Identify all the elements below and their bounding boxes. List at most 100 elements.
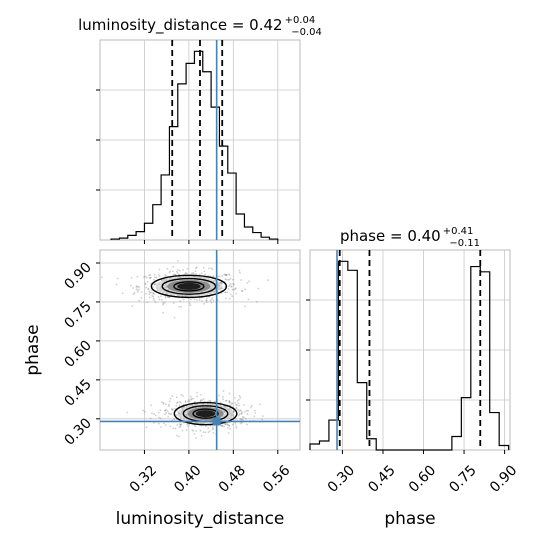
joint-sample-point: [223, 425, 226, 428]
phase-x-tick-label: 0.30: [325, 462, 358, 495]
lum-title-sub: −0.04: [291, 27, 322, 38]
joint-sample-point: [146, 280, 149, 283]
joint-sample-point: [186, 423, 189, 426]
joint-sample-point: [246, 423, 248, 426]
joint-sample-point: [222, 390, 225, 392]
joint-sample-point: [176, 268, 179, 271]
joint-sample-point: [164, 424, 167, 427]
joint-sample-point: [225, 278, 228, 281]
joint-sample-point: [175, 396, 178, 399]
joint-sample-point: [143, 410, 146, 413]
joint-sample-point: [228, 424, 231, 427]
joint-sample-point: [232, 416, 235, 418]
joint-sample-point: [158, 268, 161, 271]
joint-sample-point: [227, 423, 229, 426]
joint-sample-point: [186, 272, 188, 275]
joint-sample-point: [207, 427, 210, 430]
joint-sample-point: [191, 429, 194, 431]
joint-sample-point: [187, 425, 190, 428]
joint-sample-point: [145, 276, 148, 279]
joint-sample-point: [135, 286, 138, 288]
joint-sample-point: [138, 299, 141, 302]
joint-sample-point: [166, 267, 169, 270]
joint-sample-point: [239, 396, 242, 399]
joint-sample-point: [224, 278, 227, 280]
joint-sample-point: [240, 412, 243, 415]
phase-histogram: 0.30 0.45 0.60 0.75 0.90: [306, 249, 520, 496]
joint-sample-point: [247, 298, 250, 301]
joint-sample-point: [210, 267, 213, 270]
joint-sample-point: [176, 424, 179, 426]
x-axis-label-phase: phase: [384, 509, 435, 529]
joint-density-core: [177, 282, 201, 290]
joint-sample-point: [239, 422, 242, 425]
joint-sample-point: [227, 426, 229, 429]
joint-sample-point: [184, 271, 187, 274]
joint-sample-point: [232, 410, 235, 412]
joint-sample-point: [146, 301, 149, 304]
joint-sample-point: [234, 418, 237, 420]
joint-sample-point: [135, 285, 138, 287]
joint-sample-point: [211, 275, 214, 278]
joint-sample-point: [232, 283, 235, 286]
joint-sample-point: [178, 273, 181, 276]
joint-sample-point: [164, 296, 167, 299]
joint-sample-point: [182, 298, 185, 301]
joint-sample-point: [228, 278, 231, 281]
joint-sample-point: [211, 426, 214, 428]
joint-sample-point: [181, 429, 184, 432]
joint-sample-point: [224, 423, 227, 426]
joint-sample-point: [228, 392, 231, 395]
joint-sample-point: [178, 400, 181, 403]
joint-sample-point: [144, 283, 147, 286]
joint-sample-point: [235, 427, 238, 429]
joint-sample-point: [212, 428, 214, 431]
joint-sample-point: [148, 274, 151, 276]
joint-sample-point: [153, 273, 156, 276]
joint-sample-point: [172, 427, 175, 430]
joint-sample-point: [205, 425, 207, 428]
joint-sample-point: [156, 289, 159, 292]
joint-sample-point: [172, 265, 175, 268]
joint-sample-point: [148, 296, 151, 299]
joint-sample-point: [171, 408, 174, 410]
joint-sample-point: [149, 276, 152, 279]
joint-sample-point: [247, 409, 250, 412]
joint-sample-point: [229, 401, 231, 404]
phase-title-sup: +0.41: [443, 226, 474, 237]
joint-sample-point: [163, 422, 165, 425]
joint-sample-point: [169, 270, 172, 273]
joint-sample-point: [200, 272, 203, 275]
joint-sample-point: [218, 394, 220, 397]
joint-sample-point: [153, 293, 156, 296]
joint-sample-point: [154, 301, 157, 304]
joint-sample-point: [100, 276, 103, 279]
joint-sample-point: [208, 399, 211, 402]
joint-sample-point: [173, 273, 176, 276]
joint-sample-point: [239, 409, 242, 412]
joint-sample-point: [240, 413, 243, 415]
joint-sample-point: [172, 273, 175, 276]
joint-sample-point: [147, 287, 150, 290]
joint-sample-point: [152, 297, 155, 300]
joint-sample-point: [209, 400, 212, 403]
joint-sample-point: [152, 291, 154, 294]
joint-sample-point: [204, 431, 207, 434]
joint-sample-point: [165, 403, 167, 406]
joint-sample-point: [227, 279, 230, 281]
joint-sample-point: [195, 298, 198, 301]
phase-x-tick-label: 0.60: [406, 462, 439, 495]
joint-sample-point: [196, 395, 199, 398]
joint-sample-point: [178, 305, 181, 308]
joint-sample-point: [228, 424, 231, 427]
joint-sample-point: [192, 272, 195, 275]
phase-x-tick-label: 0.90: [487, 462, 520, 495]
joint-sample-point: [225, 399, 228, 402]
joint-sample-point: [231, 402, 233, 405]
joint-sample-point: [184, 401, 187, 403]
joint-sample-point: [235, 403, 237, 406]
joint-sample-point: [190, 272, 193, 275]
joint-sample-point: [158, 275, 161, 278]
joint-sample-point: [202, 398, 205, 400]
